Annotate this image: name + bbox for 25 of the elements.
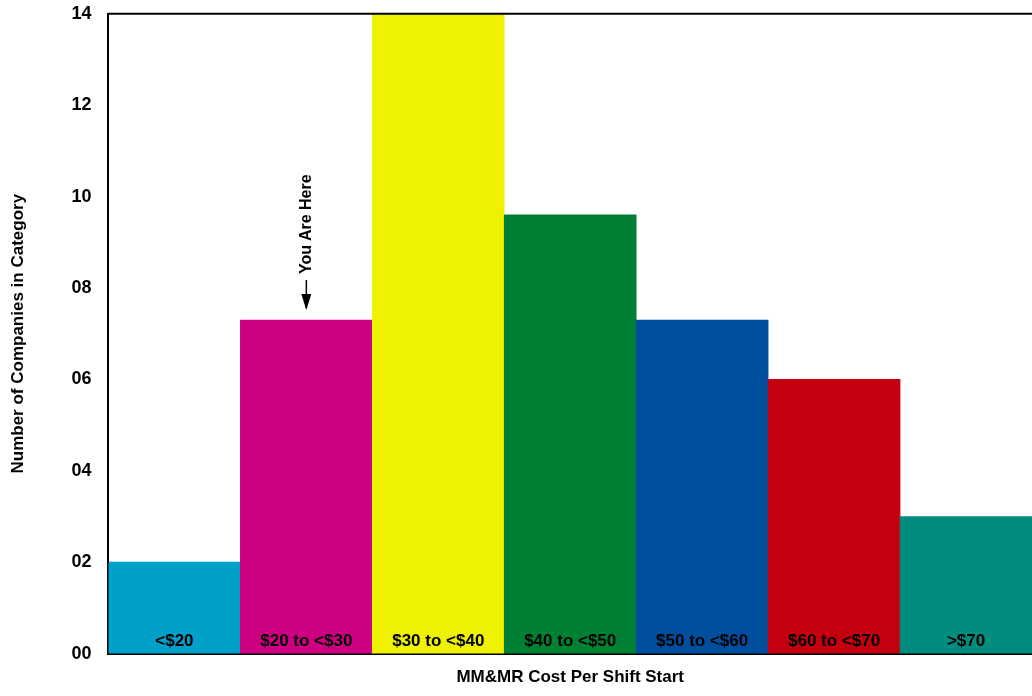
bar <box>503 214 637 654</box>
bar <box>240 319 373 654</box>
bar <box>767 379 901 654</box>
bar <box>899 516 1032 654</box>
x-tick-label: $50 to <$60 <box>656 630 749 650</box>
y-tick-label: 02 <box>71 551 92 572</box>
x-tick-label: $40 to <$50 <box>524 630 617 650</box>
x-tick-label: $20 to <$30 <box>260 630 353 650</box>
bar <box>371 13 505 654</box>
x-tick-label: <$20 <box>155 630 194 650</box>
y-tick-label: 06 <box>71 368 92 389</box>
x-axis-title: MM&MR Cost Per Shift Start <box>456 667 685 687</box>
x-tick-label: $30 to <$40 <box>392 630 485 650</box>
x-tick-label: >$70 <box>946 630 986 650</box>
bar <box>108 561 241 654</box>
y-tick-label: 12 <box>71 94 92 115</box>
y-axis-title: Number of Companies in Category <box>7 193 27 474</box>
y-tick-label: 04 <box>71 459 92 480</box>
y-tick-label: 00 <box>71 642 92 663</box>
annotation: You Are Here <box>296 174 314 274</box>
bar <box>635 319 769 654</box>
y-tick-label: 10 <box>71 185 92 206</box>
y-tick-label: 14 <box>71 2 92 23</box>
x-tick-label: $60 to <$70 <box>788 630 881 650</box>
y-tick-label: 08 <box>71 276 92 297</box>
